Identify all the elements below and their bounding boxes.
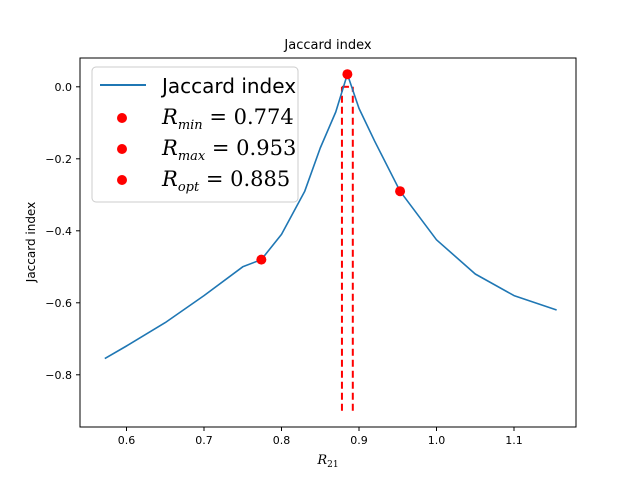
- legend-marker-rmin: [117, 113, 127, 123]
- legend-rmin-rest: = 0.774: [203, 105, 294, 129]
- x-axis-ticks: 0.6 0.7 0.8 0.9 1.0 1.1: [118, 427, 523, 447]
- x-axis-label-sub: 21: [327, 460, 338, 470]
- y-tick-label: −0.6: [45, 297, 72, 310]
- y-tick-label: −0.4: [45, 225, 72, 238]
- highlight-point: [395, 186, 406, 197]
- x-tick-label: 0.6: [118, 434, 136, 447]
- y-axis-ticks: 0.0 −0.2 −0.4 −0.6 −0.8: [45, 81, 80, 382]
- y-axis-label: Jaccard index: [24, 202, 38, 283]
- x-axis-label-base: R: [316, 453, 327, 468]
- legend-rmax-base: R: [161, 136, 178, 160]
- legend-rmin-base: R: [161, 105, 178, 129]
- legend-label-rmin: Rmin = 0.774: [161, 105, 294, 133]
- y-tick-label: −0.2: [45, 153, 72, 166]
- legend-ropt-sub: opt: [178, 180, 200, 195]
- jaccard-index-line: [104, 73, 557, 360]
- legend-label-ropt: Ropt = 0.885: [161, 167, 290, 195]
- x-tick-label: 1.0: [428, 434, 446, 447]
- point-markers: [256, 69, 406, 265]
- legend-marker-ropt: [117, 175, 127, 185]
- x-tick-label: 0.8: [273, 434, 291, 447]
- legend-rmax-rest: = 0.953: [205, 136, 296, 160]
- y-tick-label: 0.0: [55, 81, 73, 94]
- legend: Jaccard index Rmin = 0.774 Rmax = 0.953 …: [91, 66, 299, 203]
- highlight-point: [342, 69, 353, 80]
- x-tick-label: 0.9: [350, 434, 368, 447]
- legend-rmax-sub: max: [178, 149, 206, 164]
- legend-marker-rmax: [117, 144, 127, 154]
- legend-rmin-sub: min: [178, 118, 203, 133]
- x-tick-label: 1.1: [505, 434, 523, 447]
- legend-box: [91, 66, 299, 203]
- highlight-point: [256, 254, 267, 265]
- chart-title: Jaccard index: [283, 38, 371, 53]
- legend-line-label: Jaccard index: [160, 74, 296, 98]
- legend-ropt-rest: = 0.885: [199, 167, 290, 191]
- y-tick-label: −0.8: [45, 369, 72, 382]
- x-axis-label: R21: [316, 453, 338, 470]
- x-tick-label: 0.7: [195, 434, 213, 447]
- legend-ropt-base: R: [161, 167, 178, 191]
- series-layer: [104, 73, 557, 360]
- legend-label-rmax: Rmax = 0.953: [161, 136, 296, 164]
